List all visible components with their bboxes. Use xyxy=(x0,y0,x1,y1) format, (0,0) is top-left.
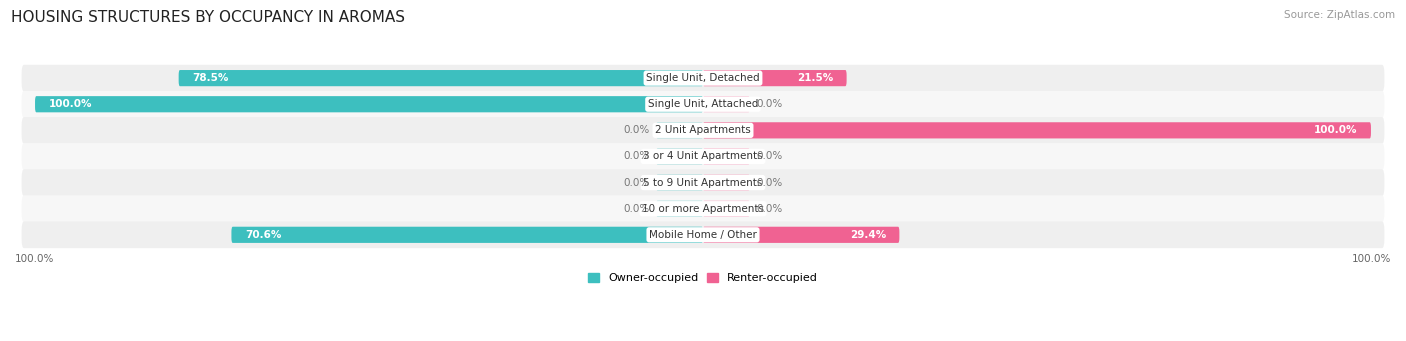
Text: 2 Unit Apartments: 2 Unit Apartments xyxy=(655,125,751,135)
FancyBboxPatch shape xyxy=(703,201,749,217)
Text: 100.0%: 100.0% xyxy=(15,254,55,264)
Text: 5 to 9 Unit Apartments: 5 to 9 Unit Apartments xyxy=(644,178,762,188)
FancyBboxPatch shape xyxy=(21,169,1385,196)
Text: 0.0%: 0.0% xyxy=(623,178,650,188)
FancyBboxPatch shape xyxy=(21,222,1385,248)
FancyBboxPatch shape xyxy=(703,70,846,86)
Text: 78.5%: 78.5% xyxy=(193,73,228,83)
FancyBboxPatch shape xyxy=(21,91,1385,118)
Text: 100.0%: 100.0% xyxy=(48,99,91,109)
FancyBboxPatch shape xyxy=(703,227,900,243)
Text: 0.0%: 0.0% xyxy=(756,204,783,214)
Legend: Owner-occupied, Renter-occupied: Owner-occupied, Renter-occupied xyxy=(583,268,823,288)
Text: 100.0%: 100.0% xyxy=(1351,254,1391,264)
FancyBboxPatch shape xyxy=(703,175,749,191)
Text: 0.0%: 0.0% xyxy=(756,178,783,188)
Text: 100.0%: 100.0% xyxy=(1315,125,1358,135)
FancyBboxPatch shape xyxy=(657,175,703,191)
Text: Single Unit, Detached: Single Unit, Detached xyxy=(647,73,759,83)
FancyBboxPatch shape xyxy=(21,65,1385,91)
FancyBboxPatch shape xyxy=(21,143,1385,170)
FancyBboxPatch shape xyxy=(657,122,703,138)
FancyBboxPatch shape xyxy=(703,122,1371,138)
Text: 0.0%: 0.0% xyxy=(623,151,650,162)
Text: 0.0%: 0.0% xyxy=(623,204,650,214)
Text: 21.5%: 21.5% xyxy=(797,73,834,83)
FancyBboxPatch shape xyxy=(703,96,749,112)
Text: 0.0%: 0.0% xyxy=(623,125,650,135)
FancyBboxPatch shape xyxy=(21,117,1385,144)
FancyBboxPatch shape xyxy=(179,70,703,86)
Text: 29.4%: 29.4% xyxy=(849,230,886,240)
FancyBboxPatch shape xyxy=(35,96,703,112)
Text: 3 or 4 Unit Apartments: 3 or 4 Unit Apartments xyxy=(643,151,763,162)
Text: 10 or more Apartments: 10 or more Apartments xyxy=(643,204,763,214)
FancyBboxPatch shape xyxy=(232,227,703,243)
FancyBboxPatch shape xyxy=(657,201,703,217)
FancyBboxPatch shape xyxy=(21,195,1385,222)
Text: Source: ZipAtlas.com: Source: ZipAtlas.com xyxy=(1284,10,1395,20)
FancyBboxPatch shape xyxy=(657,148,703,165)
Text: 0.0%: 0.0% xyxy=(756,99,783,109)
Text: Mobile Home / Other: Mobile Home / Other xyxy=(650,230,756,240)
Text: HOUSING STRUCTURES BY OCCUPANCY IN AROMAS: HOUSING STRUCTURES BY OCCUPANCY IN AROMA… xyxy=(11,10,405,25)
Text: 70.6%: 70.6% xyxy=(245,230,281,240)
FancyBboxPatch shape xyxy=(703,148,749,165)
Text: Single Unit, Attached: Single Unit, Attached xyxy=(648,99,758,109)
Text: 0.0%: 0.0% xyxy=(756,151,783,162)
